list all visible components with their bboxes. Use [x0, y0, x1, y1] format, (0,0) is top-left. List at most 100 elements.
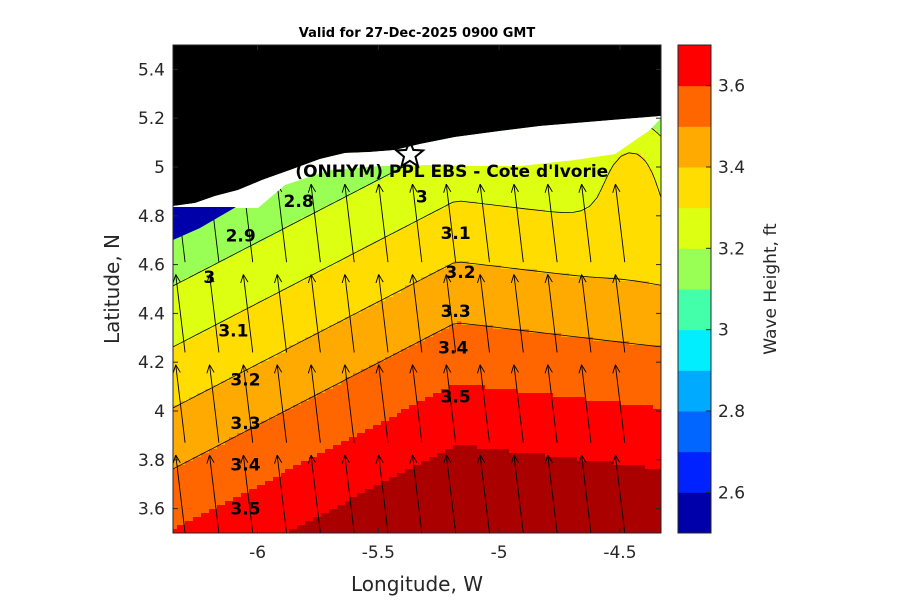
band-cell-2119: [241, 225, 246, 230]
band-cell-1155: [209, 273, 214, 278]
band-cell-3103: [273, 257, 278, 262]
band-cell-4704: [325, 317, 330, 322]
band-cell-4607: [321, 417, 326, 422]
band-cell-59: [173, 281, 178, 286]
band-cell-798: [197, 309, 202, 314]
band-cell-2065: [237, 497, 242, 502]
band-cell-2245: [245, 241, 250, 246]
band-cell-4431: [317, 201, 322, 206]
band-cell-2778: [261, 421, 266, 426]
band-cell-3479: [285, 297, 290, 302]
band-cell-2000: [237, 237, 242, 242]
band-cell-4353: [313, 377, 318, 382]
band-cell-3165: [273, 505, 278, 510]
band-cell-714: [193, 461, 198, 466]
band-cell-319: [181, 345, 186, 350]
band-cell-4102: [305, 349, 310, 354]
band-cell-83: [173, 377, 178, 382]
band-cell-2537: [253, 433, 258, 438]
band-cell-3480: [285, 301, 290, 306]
band-cell-2782: [261, 437, 266, 442]
band-cell-1332: [213, 493, 218, 498]
band-cell-821: [197, 401, 202, 406]
band-cell-2317: [245, 529, 250, 533]
band-cell-2914: [265, 477, 270, 482]
band-cell-1909: [233, 361, 238, 366]
band-cell-3875: [297, 417, 302, 422]
band-cell-849: [197, 513, 202, 518]
band-cell-795: [197, 297, 202, 302]
band-cell-433: [185, 313, 190, 318]
band-cell-3236: [277, 301, 282, 306]
band-cell-2908: [265, 453, 270, 458]
band-cell-3226: [277, 261, 282, 266]
band-cell-4078: [305, 253, 310, 258]
band-cell-4736: [325, 445, 330, 450]
band-cell-2294: [245, 437, 250, 442]
band-cell-950: [201, 429, 206, 434]
band-cell-912: [201, 277, 206, 282]
band-cell-568: [189, 365, 194, 370]
band-cell-4333: [313, 297, 318, 302]
band-cell-3895: [297, 497, 302, 502]
band-cell-4751: [325, 505, 330, 510]
band-cell-3841: [297, 281, 302, 286]
band-cell-3098: [273, 237, 278, 242]
band-cell-1951: [233, 529, 238, 533]
band-cell-3706: [293, 229, 298, 234]
band-cell-194: [177, 333, 182, 338]
band-cell-2405: [249, 393, 254, 398]
band-cell-4738: [325, 453, 330, 458]
band-cell-3215: [277, 217, 282, 222]
band-cell-4079: [305, 257, 310, 262]
band-cell-3465: [285, 241, 290, 246]
band-cell-2636: [257, 341, 262, 346]
band-cell-243: [177, 529, 182, 533]
band-cell-3400: [281, 469, 286, 474]
band-cell-2394: [249, 349, 254, 354]
band-cell-1631: [225, 225, 230, 230]
band-cell-3035: [269, 473, 274, 478]
band-cell-1339: [213, 521, 218, 526]
band-cell-691: [193, 369, 198, 374]
band-cell-3584: [289, 229, 294, 234]
band-cell-4837: [329, 361, 334, 366]
band-cell-1430: [217, 397, 222, 402]
band-cell-4635: [321, 529, 326, 533]
band-cell-424: [185, 277, 190, 282]
band-cell-903: [201, 241, 206, 246]
band-cell-2994: [269, 309, 274, 314]
band-cell-4255: [309, 473, 314, 478]
band-cell-1897: [233, 313, 238, 318]
band-cell-3894: [297, 493, 302, 498]
band-cell-420: [185, 261, 190, 266]
band-cell-1546: [221, 373, 226, 378]
band-cell-2502: [253, 293, 258, 298]
band-cell-2894: [265, 397, 270, 402]
band-cell-1062: [205, 389, 210, 394]
band-cell-4672: [325, 189, 330, 194]
band-cell-2805: [261, 529, 266, 533]
band-cell-3603: [289, 305, 294, 310]
band-cell-2643: [257, 369, 262, 374]
band-cell-4197: [309, 241, 314, 246]
band-cell-4832: [329, 341, 334, 346]
band-cell-3597: [289, 281, 294, 286]
band-cell-2553: [253, 497, 258, 502]
band-cell-2160: [241, 389, 246, 394]
band-cell-1810: [229, 453, 234, 458]
band-cell-2422: [249, 461, 254, 466]
band-cell-460: [185, 421, 190, 426]
band-cell-4804: [329, 229, 334, 234]
band-cell-4098: [305, 333, 310, 338]
band-cell-1508: [221, 221, 226, 226]
band-cell-1150: [209, 253, 214, 258]
band-cell-2619: [257, 273, 262, 278]
band-cell-4720: [325, 381, 330, 386]
band-cell-2066: [237, 501, 242, 506]
band-cell-674: [193, 301, 198, 306]
band-cell-1151: [209, 257, 214, 262]
band-cell-3506: [285, 405, 290, 410]
band-cell-3953: [301, 241, 306, 246]
band-cell-4708: [325, 333, 330, 338]
